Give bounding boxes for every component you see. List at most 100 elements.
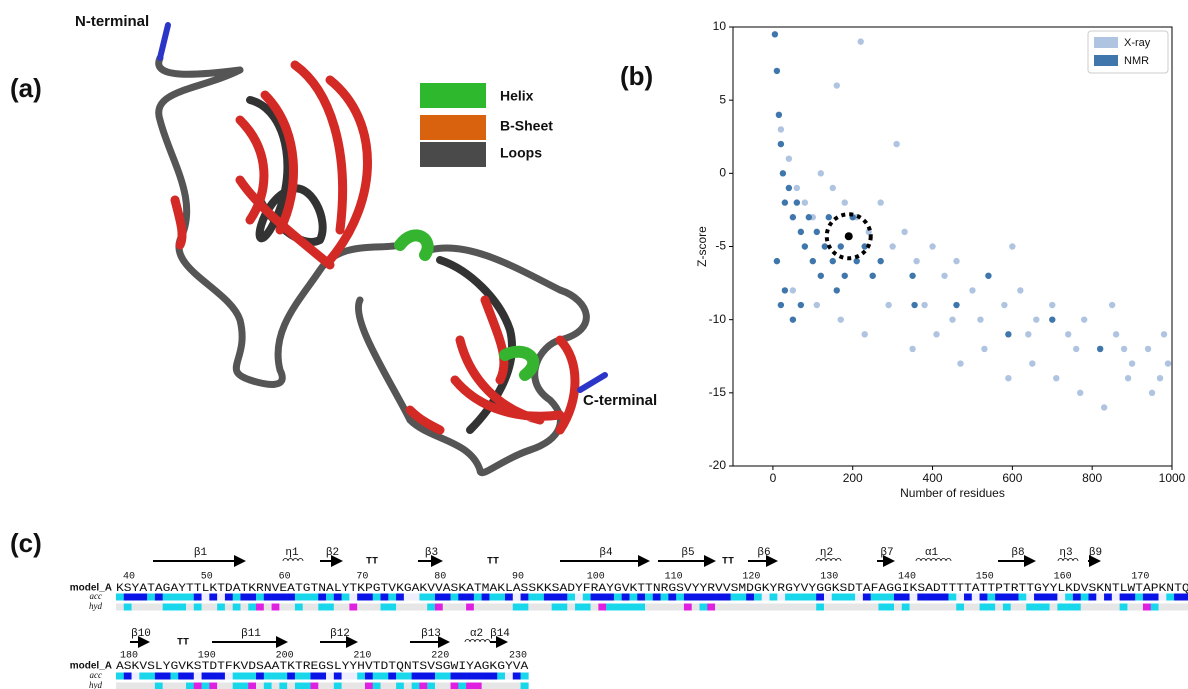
data-point xyxy=(1113,331,1119,337)
hyd-cell xyxy=(684,604,692,611)
y-tick-label: 0 xyxy=(719,166,726,180)
data-point xyxy=(941,273,947,279)
acc-cell xyxy=(995,594,1003,601)
acc-cell xyxy=(155,673,163,680)
hyd-cell xyxy=(948,604,956,611)
hyd-cell xyxy=(318,604,326,611)
acc-cell xyxy=(217,594,225,601)
data-point xyxy=(909,346,915,352)
hyd-cell xyxy=(902,604,910,611)
hyd-cell xyxy=(513,604,521,611)
acc-cell xyxy=(132,594,140,601)
acc-cell xyxy=(303,594,311,601)
acc-cell xyxy=(209,594,217,601)
hyd-cell xyxy=(318,683,326,689)
hyd-cell xyxy=(373,604,381,611)
acc-cell xyxy=(194,673,202,680)
data-point xyxy=(869,273,875,279)
data-point xyxy=(921,302,927,308)
acc-cell xyxy=(668,594,676,601)
hyd-cell xyxy=(707,604,715,611)
data-point xyxy=(953,302,959,308)
hyd-cell xyxy=(178,604,186,611)
hyd-cell xyxy=(723,604,731,611)
legend-swatch xyxy=(1094,37,1118,48)
hyd-cell xyxy=(645,604,653,611)
acc-cell xyxy=(326,673,334,680)
hyd-cell xyxy=(1081,604,1089,611)
acc-cell xyxy=(248,673,256,680)
hyd-cell xyxy=(194,683,202,689)
data-point xyxy=(814,229,820,235)
hyd-cell xyxy=(357,683,365,689)
acc-cell xyxy=(1089,594,1097,601)
y-tick-label: 10 xyxy=(713,19,727,33)
hyd-cell xyxy=(163,604,171,611)
acc-cell xyxy=(1151,594,1159,601)
hyd-cell xyxy=(878,604,886,611)
acc-cell xyxy=(326,594,334,601)
acc-cell xyxy=(1120,594,1128,601)
acc-cell xyxy=(303,673,311,680)
acc-cell xyxy=(163,594,171,601)
data-point xyxy=(957,360,963,366)
acc-cell xyxy=(505,673,513,680)
hyd-cell xyxy=(637,604,645,611)
acc-cell xyxy=(878,594,886,601)
hyd-cell xyxy=(536,604,544,611)
acc-cell xyxy=(388,594,396,601)
hyd-cell xyxy=(381,604,389,611)
acc-cell xyxy=(1112,594,1120,601)
data-point xyxy=(778,126,784,132)
acc-cell xyxy=(700,594,708,601)
acc-cell xyxy=(606,594,614,601)
data-point xyxy=(780,170,786,176)
acc-cell xyxy=(419,594,427,601)
acc-cell xyxy=(1159,594,1167,601)
acc-cell xyxy=(871,594,879,601)
hyd-cell xyxy=(513,683,521,689)
hyd-cell xyxy=(209,604,217,611)
hyd-cell xyxy=(1096,604,1104,611)
structure-label: β11 xyxy=(241,628,261,640)
data-point xyxy=(778,141,784,147)
data-point xyxy=(834,287,840,293)
hyd-cell xyxy=(801,604,809,611)
highlight-point xyxy=(845,232,853,240)
data-point xyxy=(798,302,804,308)
acc-cell xyxy=(388,673,396,680)
acc-cell xyxy=(754,594,762,601)
hyd-cell xyxy=(349,604,357,611)
hyd-cell xyxy=(443,683,451,689)
data-point xyxy=(786,185,792,191)
hyd-cell xyxy=(295,604,303,611)
acc-cell xyxy=(497,673,505,680)
hyd-cell xyxy=(1034,604,1042,611)
acc-cell xyxy=(311,594,319,601)
residue-number: 110 xyxy=(665,572,683,583)
residue-number: 80 xyxy=(434,572,446,583)
hyd-cell xyxy=(342,604,350,611)
acc-cell xyxy=(349,673,357,680)
acc-cell xyxy=(357,673,365,680)
acc-cell xyxy=(1026,594,1034,601)
acc-cell xyxy=(583,594,591,601)
acc-cell xyxy=(225,673,233,680)
hyd-cell xyxy=(808,604,816,611)
acc-cell xyxy=(443,594,451,601)
acc-cell xyxy=(964,594,972,601)
acc-cell xyxy=(925,594,933,601)
hyd-cell xyxy=(925,604,933,611)
acc-cell xyxy=(124,594,132,601)
acc-cell xyxy=(287,673,295,680)
hyd-cell xyxy=(256,604,264,611)
acc-cell xyxy=(591,594,599,601)
hyd-cell xyxy=(847,604,855,611)
data-point xyxy=(885,302,891,308)
structure-label: β9 xyxy=(1089,547,1102,559)
acc-cell xyxy=(248,594,256,601)
hyd-cell xyxy=(1166,604,1174,611)
acc-cell xyxy=(552,594,560,601)
hyd-cell xyxy=(186,683,194,689)
y-tick-label: -15 xyxy=(709,385,727,399)
